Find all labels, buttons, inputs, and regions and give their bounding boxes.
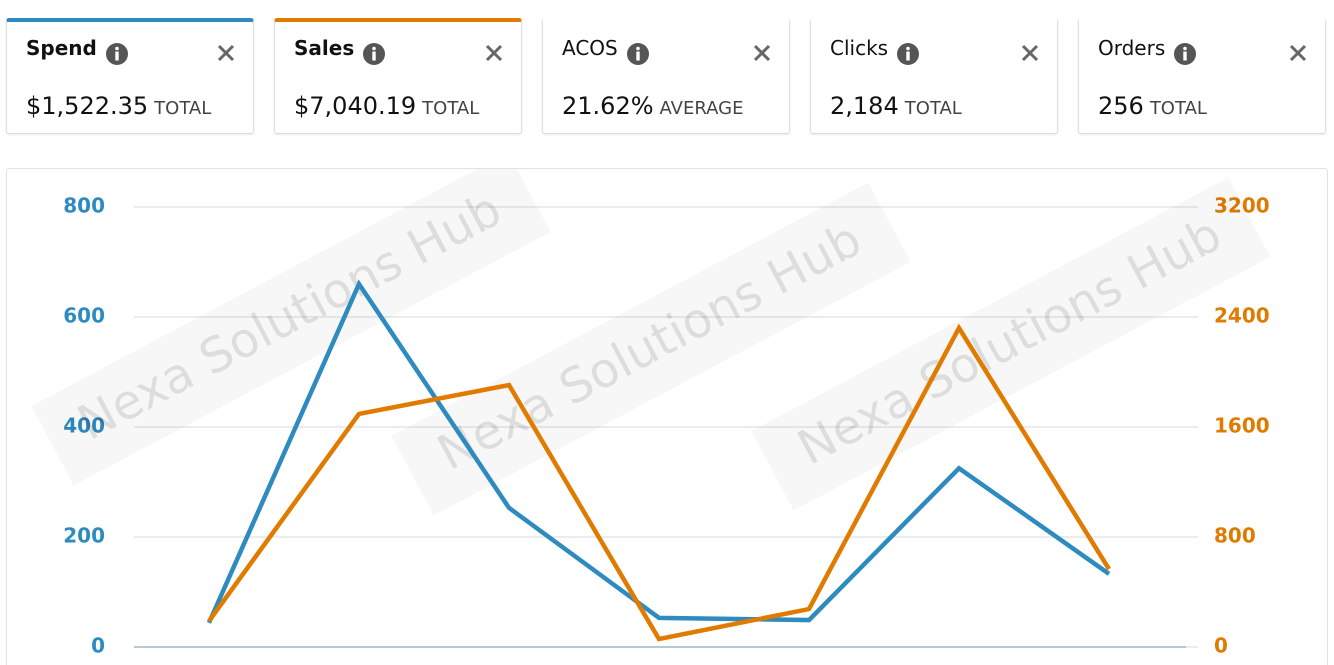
- metric-card[interactable]: Clicks 2,184 TOTAL: [810, 18, 1058, 134]
- chart: 02004006008000800160024003200Nexa Soluti…: [63, 181, 1270, 658]
- metric-suffix: TOTAL: [904, 98, 962, 119]
- metric-card[interactable]: Spend $1,522.35 TOTAL: [6, 18, 254, 134]
- y2-tick-label: 1600: [1214, 414, 1270, 438]
- info-icon: [1174, 43, 1197, 65]
- metric-value-row: 2,184 TOTAL: [830, 92, 962, 120]
- info-bar: [372, 51, 376, 61]
- metric-suffix: AVERAGE: [659, 98, 744, 119]
- y2-tick-label: 800: [1214, 524, 1256, 548]
- metric-value: 256: [1098, 92, 1144, 120]
- metric-value-row: $1,522.35 TOTAL: [26, 92, 211, 120]
- metric-title: Orders: [1098, 36, 1166, 60]
- info-bar: [1183, 51, 1187, 61]
- y2-tick-label: 0: [1214, 634, 1228, 658]
- metric-suffix: TOTAL: [154, 98, 212, 119]
- metric-value: $7,040.19: [294, 92, 417, 120]
- y-tick-label: 600: [63, 304, 105, 328]
- close-icon: [217, 44, 235, 62]
- metric-card[interactable]: Sales $7,040.19 TOTAL: [274, 18, 522, 134]
- close-icon: [1289, 44, 1307, 62]
- info-bar: [636, 51, 640, 61]
- metric-title: Clicks: [830, 36, 889, 60]
- y2-tick-label: 2400: [1214, 304, 1270, 328]
- close-icon: [485, 44, 503, 62]
- info-icon: [363, 43, 386, 65]
- close-icon: [1021, 44, 1039, 62]
- metric-title: Sales: [294, 36, 355, 60]
- chart-panel: 02004006008000800160024003200Nexa Soluti…: [6, 168, 1328, 665]
- y-tick-label: 200: [63, 524, 105, 548]
- info-dot: [906, 46, 910, 51]
- metric-title: ACOS: [562, 36, 618, 60]
- info-dot: [372, 46, 377, 51]
- info-icon: [897, 43, 920, 65]
- y-tick-label: 0: [91, 634, 105, 658]
- info-dot: [115, 46, 119, 51]
- info-bar: [906, 51, 910, 61]
- close-button[interactable]: [1021, 44, 1039, 62]
- info-icon: [105, 43, 128, 65]
- y-tick-label: 800: [63, 194, 105, 218]
- info-dot: [1183, 46, 1188, 51]
- close-button[interactable]: [1289, 44, 1307, 62]
- info-dot: [635, 46, 640, 51]
- close-button[interactable]: [485, 44, 503, 62]
- close-button[interactable]: [217, 44, 235, 62]
- close-icon: [753, 44, 771, 62]
- metric-value: 2,184: [830, 92, 899, 120]
- series-line: [207, 323, 1111, 642]
- metric-suffix: TOTAL: [422, 98, 480, 119]
- info-icon: [626, 43, 649, 65]
- metric-value: $1,522.35: [26, 92, 149, 120]
- metric-suffix: TOTAL: [1149, 98, 1207, 119]
- y-tick-label: 400: [63, 414, 105, 438]
- close-button[interactable]: [753, 44, 771, 62]
- metric-card[interactable]: Orders 256 TOTAL: [1078, 18, 1326, 134]
- metric-title: Spend: [26, 36, 97, 60]
- info-bar: [115, 51, 119, 61]
- metric-value: 21.62%: [562, 92, 654, 120]
- y2-tick-label: 3200: [1214, 194, 1270, 218]
- series-line: [206, 279, 1111, 624]
- metric-value-row: $7,040.19 TOTAL: [294, 92, 479, 120]
- metric-value-row: 21.62% AVERAGE: [562, 92, 743, 120]
- metric-value-row: 256 TOTAL: [1098, 92, 1207, 120]
- metric-card[interactable]: ACOS 21.62% AVERAGE: [542, 18, 790, 134]
